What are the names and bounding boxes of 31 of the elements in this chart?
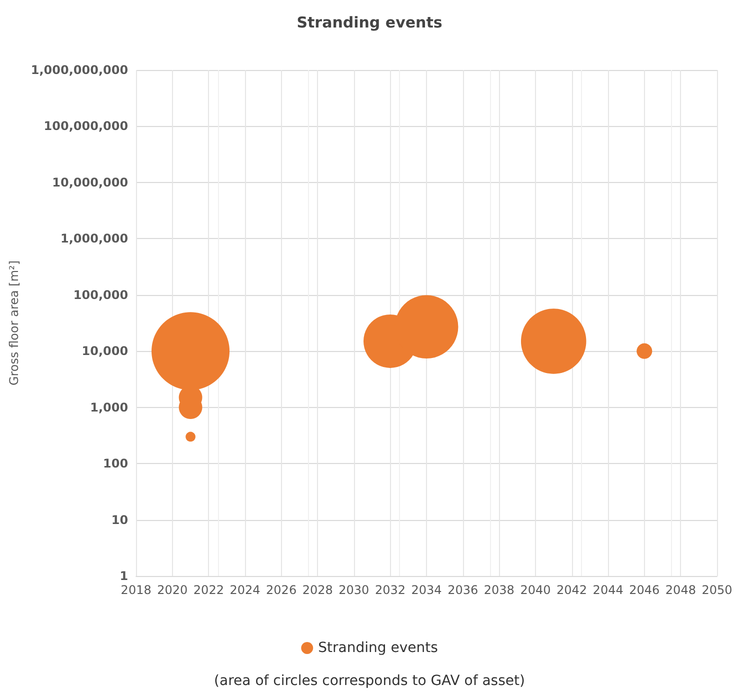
y-tick-label: 10,000,000 — [52, 175, 128, 190]
x-tick-label: 2044 — [592, 583, 624, 597]
legend-label: Stranding events — [318, 640, 438, 656]
y-tick-label: 100,000,000 — [44, 119, 128, 134]
y-tick-label: 1,000 — [90, 400, 128, 414]
y-tick-label: 10 — [111, 512, 128, 527]
y-tick-label: 1,000,000,000 — [30, 63, 128, 77]
x-tick-label: 2022 — [193, 583, 224, 597]
x-tick-label: 2036 — [448, 583, 478, 597]
x-tick-label: 2050 — [702, 583, 732, 597]
x-tick-label: 2046 — [629, 583, 660, 597]
x-tick-label: 2040 — [520, 583, 551, 597]
x-tick-label: 2038 — [484, 583, 514, 597]
y-axis-title: Gross floor area [m²] — [7, 260, 21, 386]
x-tick-label: 2042 — [556, 583, 588, 597]
y-tick-label: 100 — [103, 456, 128, 471]
x-tick-label: 2048 — [665, 583, 696, 597]
x-tick-label: 2028 — [302, 583, 333, 597]
x-tick-label: 2020 — [157, 583, 188, 597]
x-tick-label: 2030 — [338, 583, 370, 597]
x-tick-label: 2026 — [266, 583, 297, 597]
text: (area of circles corresponds to GAV of asset) — [214, 673, 525, 689]
x-tick-label: 2024 — [230, 583, 260, 597]
x-tick-label: 2032 — [374, 583, 406, 597]
chart-title: Stranding events — [296, 14, 442, 32]
x-tick-label: 2018 — [120, 583, 152, 597]
y-tick-label: 100,000 — [73, 288, 128, 302]
y-tick-label: 1,000,000 — [60, 232, 128, 246]
y-tick-label: 10,000 — [82, 344, 128, 358]
x-tick-label: 2034 — [411, 583, 442, 597]
y-tick-label: 1 — [120, 569, 128, 583]
